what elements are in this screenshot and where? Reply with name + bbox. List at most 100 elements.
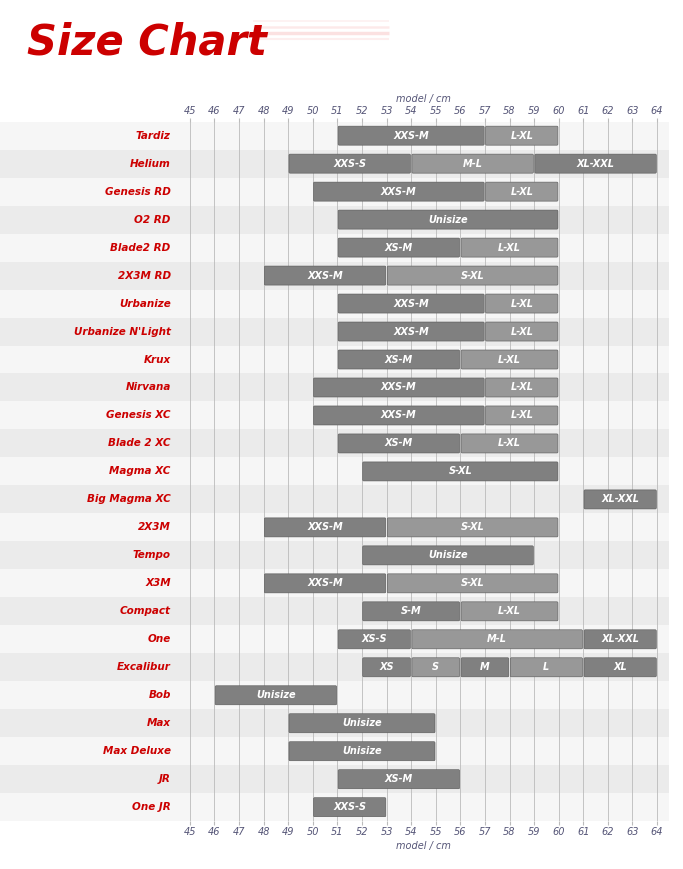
Bar bbox=[178, 597, 669, 626]
Text: XS-S: XS-S bbox=[361, 634, 387, 644]
FancyBboxPatch shape bbox=[584, 658, 656, 677]
FancyBboxPatch shape bbox=[535, 154, 656, 173]
Text: Max Deluxe: Max Deluxe bbox=[102, 746, 171, 756]
FancyBboxPatch shape bbox=[338, 322, 484, 341]
FancyBboxPatch shape bbox=[412, 658, 460, 677]
FancyBboxPatch shape bbox=[412, 630, 583, 649]
Text: Unisize: Unisize bbox=[256, 690, 296, 700]
Text: Urbanize N'Light: Urbanize N'Light bbox=[74, 327, 171, 336]
Text: 2X3M: 2X3M bbox=[138, 522, 171, 533]
FancyBboxPatch shape bbox=[510, 658, 583, 677]
Bar bbox=[178, 653, 669, 681]
Text: One JR: One JR bbox=[132, 802, 171, 813]
FancyBboxPatch shape bbox=[363, 602, 460, 620]
Bar bbox=[178, 626, 669, 653]
FancyBboxPatch shape bbox=[215, 686, 337, 705]
FancyBboxPatch shape bbox=[363, 658, 410, 677]
Bar bbox=[0, 317, 178, 346]
Text: Blade 2 XC: Blade 2 XC bbox=[108, 439, 171, 448]
FancyBboxPatch shape bbox=[387, 574, 558, 593]
Bar bbox=[0, 429, 178, 457]
Text: XS-M: XS-M bbox=[385, 355, 413, 364]
Bar bbox=[0, 149, 178, 177]
Text: One: One bbox=[148, 634, 171, 644]
Text: Helium: Helium bbox=[130, 159, 171, 169]
Text: Max: Max bbox=[147, 719, 171, 728]
Text: 2X3M RD: 2X3M RD bbox=[117, 270, 171, 281]
Bar bbox=[0, 569, 178, 597]
Text: XXS-M: XXS-M bbox=[307, 579, 343, 588]
Bar bbox=[178, 737, 669, 766]
Text: M-L: M-L bbox=[487, 634, 507, 644]
Bar bbox=[178, 569, 669, 597]
Text: Magma XC: Magma XC bbox=[109, 467, 171, 476]
Text: Blade2 RD: Blade2 RD bbox=[111, 242, 171, 253]
Text: XXS-S: XXS-S bbox=[333, 802, 366, 813]
FancyBboxPatch shape bbox=[412, 154, 533, 173]
Text: XS-M: XS-M bbox=[385, 242, 413, 253]
Text: XL: XL bbox=[613, 662, 627, 673]
FancyBboxPatch shape bbox=[338, 770, 460, 789]
Bar bbox=[0, 597, 178, 626]
Text: XS: XS bbox=[379, 662, 394, 673]
Text: Unisize: Unisize bbox=[428, 215, 468, 224]
Bar bbox=[178, 486, 669, 514]
FancyBboxPatch shape bbox=[338, 294, 484, 313]
Text: Bob: Bob bbox=[148, 690, 171, 700]
Bar bbox=[0, 681, 178, 709]
FancyBboxPatch shape bbox=[461, 602, 558, 620]
Text: L-XL: L-XL bbox=[498, 355, 521, 364]
Bar bbox=[178, 457, 669, 486]
Text: XXS-M: XXS-M bbox=[393, 299, 429, 308]
FancyBboxPatch shape bbox=[486, 126, 558, 145]
Text: S-XL: S-XL bbox=[461, 579, 484, 588]
Text: L-XL: L-XL bbox=[498, 607, 521, 616]
FancyBboxPatch shape bbox=[289, 742, 435, 760]
Text: M: M bbox=[480, 662, 490, 673]
FancyBboxPatch shape bbox=[584, 490, 656, 509]
X-axis label: model / cm: model / cm bbox=[396, 841, 451, 851]
Bar bbox=[178, 289, 669, 317]
FancyBboxPatch shape bbox=[264, 518, 386, 537]
Text: XXS-M: XXS-M bbox=[381, 382, 417, 393]
Bar bbox=[178, 401, 669, 429]
FancyBboxPatch shape bbox=[584, 630, 656, 649]
FancyBboxPatch shape bbox=[486, 322, 558, 341]
Text: S-M: S-M bbox=[401, 607, 421, 616]
Text: Size Chart: Size Chart bbox=[27, 22, 267, 63]
Bar bbox=[178, 149, 669, 177]
Text: L-XL: L-XL bbox=[510, 299, 533, 308]
Text: XS-M: XS-M bbox=[385, 774, 413, 784]
FancyBboxPatch shape bbox=[387, 266, 558, 285]
Text: JR: JR bbox=[159, 774, 171, 784]
FancyBboxPatch shape bbox=[486, 378, 558, 397]
Bar bbox=[0, 709, 178, 737]
Bar bbox=[0, 401, 178, 429]
Text: Unisize: Unisize bbox=[342, 746, 382, 756]
Text: Tardiz: Tardiz bbox=[136, 130, 171, 141]
Bar bbox=[0, 346, 178, 374]
FancyBboxPatch shape bbox=[313, 406, 484, 425]
Text: L-XL: L-XL bbox=[510, 187, 533, 196]
Bar bbox=[178, 317, 669, 346]
Text: Compact: Compact bbox=[120, 607, 171, 616]
FancyBboxPatch shape bbox=[363, 462, 558, 481]
FancyBboxPatch shape bbox=[486, 406, 558, 425]
Text: L-XL: L-XL bbox=[510, 327, 533, 336]
Bar bbox=[178, 262, 669, 289]
Bar bbox=[178, 541, 669, 569]
Bar bbox=[178, 709, 669, 737]
Text: M-L: M-L bbox=[462, 159, 483, 169]
Bar bbox=[178, 793, 669, 821]
Bar bbox=[0, 457, 178, 486]
Text: Genesis XC: Genesis XC bbox=[107, 410, 171, 421]
Text: Tempo: Tempo bbox=[133, 550, 171, 561]
Bar bbox=[0, 289, 178, 317]
FancyBboxPatch shape bbox=[486, 182, 558, 201]
FancyBboxPatch shape bbox=[338, 238, 460, 257]
Bar bbox=[178, 122, 669, 149]
Bar bbox=[0, 541, 178, 569]
Bar bbox=[0, 737, 178, 766]
Text: XL-XXL: XL-XXL bbox=[576, 159, 615, 169]
Bar bbox=[0, 766, 178, 793]
